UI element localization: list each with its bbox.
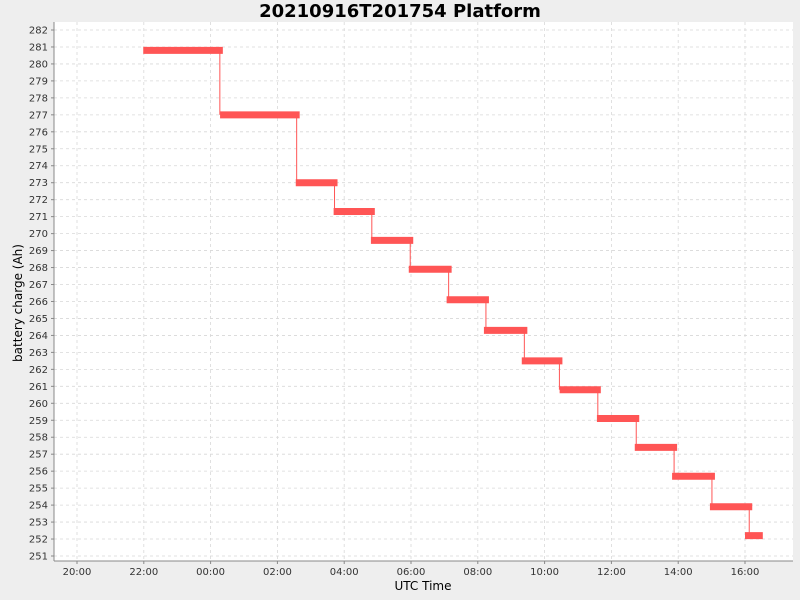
y-tick-label: 274 [29, 161, 48, 172]
x-tick-label: 02:00 [263, 567, 292, 578]
y-tick-label: 252 [29, 535, 48, 546]
y-tick-label: 279 [29, 76, 48, 87]
x-tick-label: 10:00 [530, 567, 559, 578]
y-tick-label: 273 [29, 178, 48, 189]
y-tick-label: 280 [29, 59, 48, 70]
y-tick-label: 260 [29, 399, 48, 410]
x-axis-label: UTC Time [395, 579, 452, 593]
y-axis-label: battery charge (Ah) [11, 244, 25, 362]
y-tick-label: 268 [29, 263, 48, 274]
y-tick-label: 257 [29, 450, 48, 461]
plot-area [54, 22, 793, 561]
y-tick-label: 271 [29, 212, 48, 223]
y-tick-label: 262 [29, 365, 48, 376]
y-tick-label: 253 [29, 518, 48, 529]
y-tick-label: 278 [29, 93, 48, 104]
y-tick-label: 281 [29, 42, 48, 53]
y-tick-label: 270 [29, 229, 48, 240]
y-tick-label: 269 [29, 246, 48, 257]
x-tick-label: 00:00 [196, 567, 225, 578]
y-tick-label: 275 [29, 144, 48, 155]
x-tick-label: 06:00 [397, 567, 426, 578]
y-tick-label: 256 [29, 467, 48, 478]
x-tick-label: 16:00 [731, 567, 760, 578]
y-tick-label: 276 [29, 127, 48, 138]
y-tick-label: 282 [29, 26, 48, 37]
chart-title: 20210916T201754 Platform [259, 1, 541, 22]
x-tick-label: 04:00 [330, 567, 359, 578]
x-tick-label: 12:00 [597, 567, 626, 578]
y-tick-label: 266 [29, 297, 48, 308]
x-tick-label: 08:00 [463, 567, 492, 578]
y-tick-label: 251 [29, 552, 48, 563]
y-tick-label: 277 [29, 110, 48, 121]
y-tick-label: 254 [29, 501, 48, 512]
x-tick-label: 22:00 [129, 567, 158, 578]
y-tick-label: 272 [29, 195, 48, 206]
y-tick-label: 259 [29, 416, 48, 427]
x-tick-label: 14:00 [664, 567, 693, 578]
y-tick-label: 255 [29, 484, 48, 495]
y-tick-label: 265 [29, 314, 48, 325]
y-tick-label: 261 [29, 382, 48, 393]
x-tick-label: 20:00 [63, 567, 92, 578]
y-tick-label: 258 [29, 433, 48, 444]
y-tick-label: 264 [29, 331, 48, 342]
y-tick-label: 263 [29, 348, 48, 359]
y-tick-label: 267 [29, 280, 48, 291]
